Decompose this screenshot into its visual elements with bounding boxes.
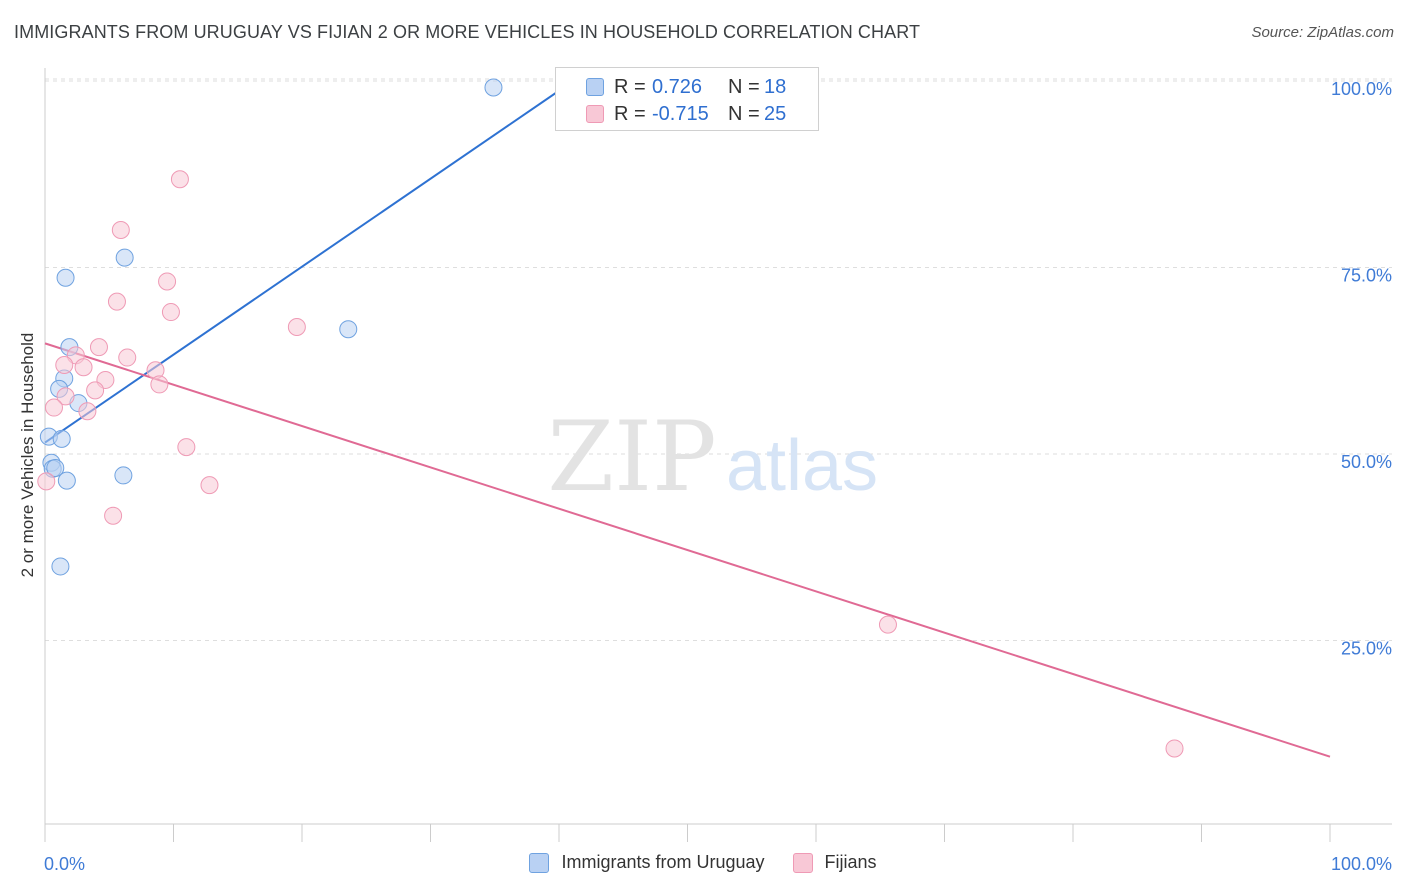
legend-label-uruguay: Immigrants from Uruguay	[561, 852, 765, 872]
point-fijians-15	[56, 387, 75, 406]
fijians-r-value: -0.715	[652, 102, 709, 125]
point-fijians-16	[44, 398, 63, 417]
point-fijians-19	[200, 476, 219, 495]
data-points	[37, 78, 1184, 758]
fijians-swatch	[586, 105, 604, 123]
y-tick-label-1: 75.0%	[1341, 266, 1392, 286]
x-tick-label-max: 100.0%	[1331, 854, 1392, 874]
point-fijians-14	[86, 381, 105, 400]
trend-line-1	[44, 342, 1331, 758]
source-label: Source: ZipAtlas.com	[1251, 24, 1394, 41]
r-label: R =	[614, 102, 646, 125]
legend-label-fijians: Fijians	[824, 852, 877, 872]
fijians-legend-swatch	[792, 852, 813, 873]
chart-title: IMMIGRANTS FROM URUGUAY VS FIJIAN 2 OR M…	[14, 22, 921, 42]
fijians-n-value: 25	[764, 102, 787, 125]
stats-row-fijians: R = -0.715 N = 25	[556, 100, 786, 128]
point-uruguay-14	[114, 466, 133, 485]
y-tick-label-3: 25.0%	[1341, 639, 1392, 659]
point-uruguay-15	[51, 557, 70, 576]
uruguay-legend-swatch	[529, 852, 550, 873]
uruguay-r-value: 0.726	[652, 75, 703, 98]
point-uruguay-12	[46, 458, 65, 477]
point-fijians-9	[55, 356, 74, 375]
point-fijians-6	[89, 338, 108, 357]
point-uruguay-1	[115, 248, 134, 267]
point-fijians-10	[74, 358, 93, 377]
y-tick-label-2: 50.0%	[1341, 452, 1392, 472]
point-uruguay-9	[52, 429, 71, 448]
point-fijians-21	[104, 506, 123, 525]
n-label: N =	[728, 75, 760, 98]
watermark-zip: ZIP	[547, 401, 716, 513]
point-fijians-3	[107, 292, 126, 311]
point-fijians-2	[158, 272, 177, 291]
watermark: ZIP atlas	[547, 401, 878, 513]
tick-labels: 100.0% 75.0% 50.0% 25.0% 0.0% 100.0%	[44, 79, 1392, 874]
x-tick-label-min: 0.0%	[44, 854, 85, 874]
watermark-atlas: atlas	[726, 426, 878, 506]
trend-lines	[44, 88, 1331, 758]
point-fijians-13	[150, 375, 169, 394]
point-fijians-8	[118, 348, 137, 367]
point-fijians-5	[287, 317, 306, 336]
uruguay-n-value: 18	[764, 75, 787, 98]
y-tick-label-0: 100.0%	[1331, 79, 1392, 99]
uruguay-swatch	[586, 78, 604, 96]
point-fijians-0	[170, 170, 189, 189]
point-fijians-22	[878, 615, 897, 634]
point-fijians-1	[111, 220, 130, 239]
stats-legend: R = 0.726 N = 18 R = -0.715 N = 25	[555, 67, 819, 131]
point-uruguay-0	[484, 78, 503, 97]
point-fijians-23	[1165, 739, 1184, 758]
point-fijians-18	[177, 438, 196, 457]
stats-row-uruguay: R = 0.726 N = 18	[556, 73, 786, 101]
r-label: R =	[614, 75, 646, 98]
series-legend: Immigrants from Uruguay Fijians	[0, 852, 1406, 873]
legend-item-fijians[interactable]: Fijians	[792, 852, 877, 873]
axes	[44, 68, 1392, 842]
point-uruguay-3	[339, 320, 358, 339]
point-uruguay-13	[57, 471, 76, 490]
gridlines	[45, 78, 1392, 641]
legend-item-uruguay[interactable]: Immigrants from Uruguay	[529, 852, 765, 873]
n-label: N =	[728, 102, 760, 125]
trend-line-0	[44, 88, 563, 444]
point-fijians-20	[37, 472, 56, 491]
point-uruguay-2	[56, 268, 75, 287]
point-fijians-17	[78, 402, 97, 421]
point-fijians-4	[161, 303, 180, 322]
